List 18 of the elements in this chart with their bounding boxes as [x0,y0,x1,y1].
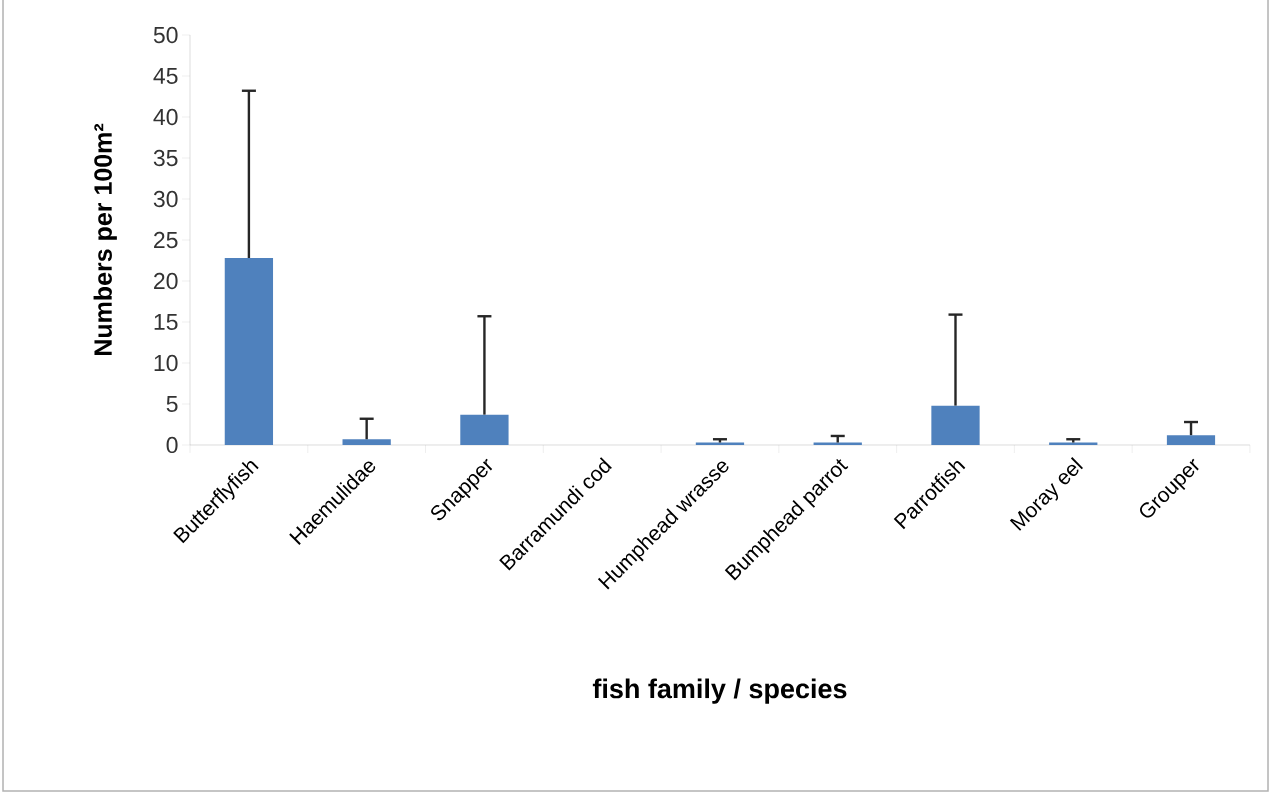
y-tick-label: 15 [154,313,178,331]
y-tick-label: 45 [153,67,178,85]
bar [460,414,509,445]
bar [342,439,391,445]
y-tick-label: 25 [154,231,178,249]
y-axis-title: Numbers per 100m² [93,123,117,356]
y-tick-label: 5 [166,395,178,413]
y-tick-label: 10 [154,354,178,372]
y-tick-label: 35 [153,149,178,167]
y-tick-label: 50 [153,26,178,44]
bar [1166,435,1216,445]
y-tick-label: 20 [154,272,178,290]
y-tick-label: 30 [153,190,178,208]
bar [931,405,980,445]
x-axis-title: fish family / species [592,678,847,704]
bar [224,258,274,445]
y-tick-label: 0 [166,436,178,454]
y-tick-label: 40 [153,108,178,126]
